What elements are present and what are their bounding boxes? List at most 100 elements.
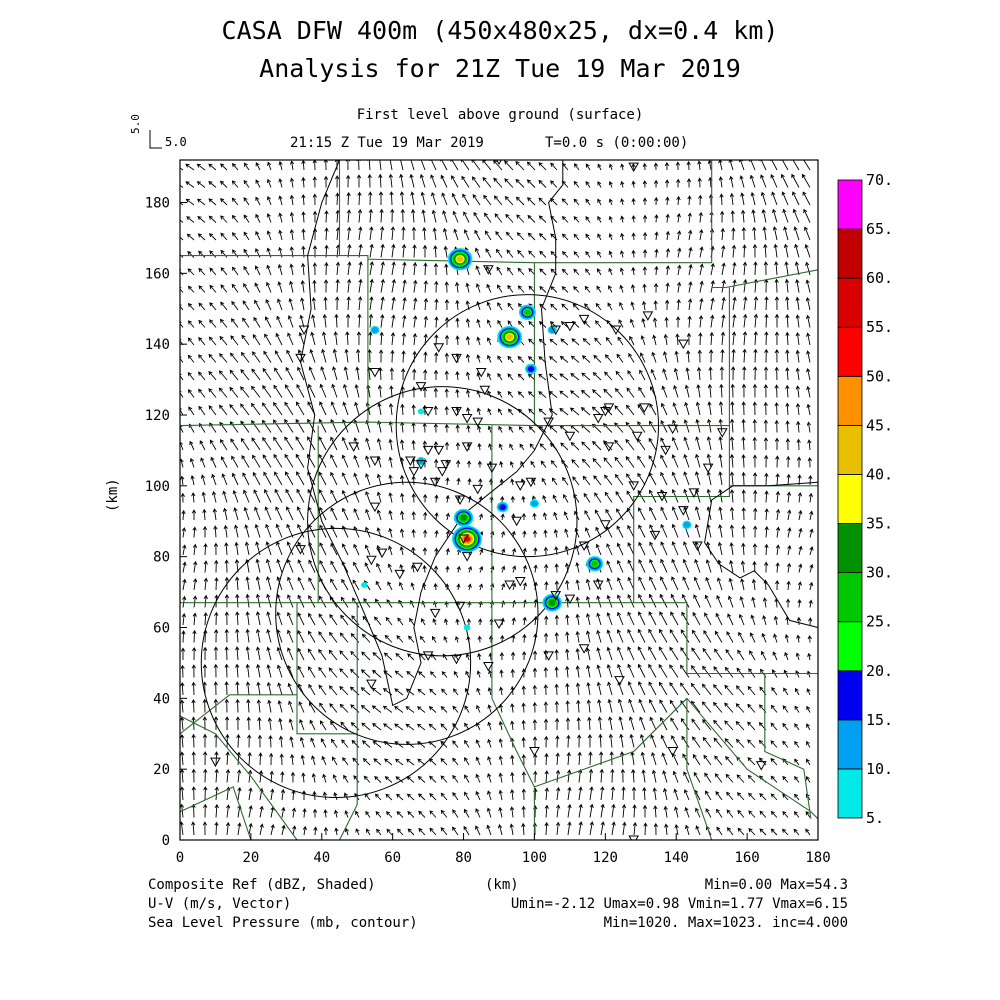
county-line [491,495,677,604]
colorbar-segment [837,277,863,328]
reflectivity-cell [370,325,380,335]
station-marker [461,442,473,452]
station-markers [210,160,767,840]
reflectivity-contour [531,500,538,507]
x-tick-label: 140 [664,850,689,866]
x-axis: 0 20 40 60 80 100 120 140 160 180 [176,833,831,866]
reflectivity-cell [518,304,536,320]
footer-field1-label: Composite Ref (dBZ, Shaded) [148,877,376,893]
station-marker [614,676,625,686]
x-tick-label: 20 [242,850,259,866]
station-marker [454,495,466,506]
range-ring [200,527,472,799]
radar-range-rings [200,294,659,799]
station-marker [376,548,388,559]
station-marker [422,445,434,456]
reflectivity-contour [548,599,556,606]
colorbar-label: 45. [866,416,893,434]
station-marker [369,368,381,378]
station-marker [649,530,661,541]
county-line [180,259,369,427]
reflectivity-cell [497,325,523,349]
station-marker [656,491,668,502]
station-marker [394,569,406,580]
colorbar-segment [837,572,863,623]
range-ring [307,386,578,657]
y-tick-label: 100 [145,479,170,495]
station-marker [564,321,576,332]
colorbar-segment [837,375,863,426]
y-axis-label: (km) [105,478,121,512]
colorbar-segment [837,326,863,377]
station-marker [628,162,640,173]
pressure-contours [299,160,818,707]
station-marker [415,460,427,470]
colorbar-label: 10. [866,760,893,778]
plot-frame [179,159,819,841]
county-line [764,673,812,819]
county-boundaries [180,160,818,840]
reflectivity-cell [529,499,540,508]
station-marker [483,661,494,672]
station-marker [755,761,767,771]
colorbar-label: 50. [866,367,893,385]
colorbar-label: 60. [866,269,893,287]
x-tick-label: 160 [734,850,759,866]
station-marker [440,460,452,470]
colorbar-label: 55. [866,318,893,336]
station-marker [667,746,679,757]
y-axis: 0 20 40 60 80 100 120 140 160 180 [145,196,187,849]
station-marker [486,463,498,474]
y-tick-label: 20 [153,762,170,778]
station-marker [599,520,611,530]
range-ring [395,294,659,558]
station-marker [667,424,679,435]
reflectivity-cell [453,508,474,527]
station-marker [475,368,487,378]
station-marker [631,431,643,442]
y-tick-label: 40 [153,691,170,707]
reflectivity-cell [452,525,483,553]
station-marker [529,746,540,757]
station-marker [642,311,654,321]
station-marker [702,463,714,474]
colorbar-segment [837,621,863,672]
station-marker [429,608,441,619]
station-marker [504,580,515,591]
county-line [534,697,688,788]
x-axis-label: (km) [485,877,519,893]
station-marker [603,403,615,413]
station-marker [472,484,484,495]
y-tick-label: 60 [153,621,170,637]
station-marker [688,488,700,498]
x-tick-label: 100 [522,850,547,866]
station-marker [564,431,576,442]
station-marker [369,502,381,513]
county-line [339,733,358,840]
station-marker [603,442,615,452]
footer-field3-label: Sea Level Pressure (mb, contour) [148,915,418,931]
x-tick-label: 80 [455,850,472,866]
colorbar-segment [837,719,863,770]
county-line [491,602,535,840]
pressure-contour [704,481,818,628]
y-tick-label: 160 [145,266,170,282]
reflectivity-contour [591,560,598,567]
county-line [686,697,818,820]
range-ring [275,481,539,745]
footer-field3-stats: Min=1020. Max=1023. inc=4.000 [603,915,848,931]
station-marker [472,417,484,428]
reflectivity-contour [463,624,471,631]
colorbar-label: 15. [866,711,893,729]
station-marker [369,456,381,467]
reflectivity-contour [683,521,691,528]
station-marker [412,562,423,573]
level-description: First level above ground (surface) [356,107,644,123]
reflectivity-contour [499,504,506,511]
station-marker [210,757,221,768]
station-marker [451,406,462,417]
x-tick-label: 40 [313,850,330,866]
reflectivity-cell [586,556,604,572]
footer-field1-stats: Min=0.00 Max=54.3 [704,877,848,893]
